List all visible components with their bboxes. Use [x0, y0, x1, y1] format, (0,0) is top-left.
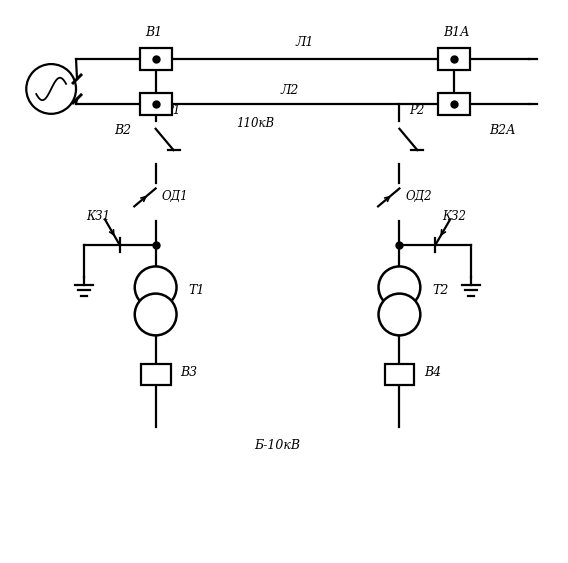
Text: ОД2: ОД2 [406, 190, 432, 203]
Text: В1А: В1А [443, 26, 470, 39]
Circle shape [378, 266, 420, 308]
Text: Т2: Т2 [432, 284, 449, 297]
Bar [385, 364, 414, 386]
Text: В2А: В2А [489, 124, 516, 137]
Bar [140, 48, 172, 70]
Circle shape [135, 293, 177, 336]
Bar [140, 93, 172, 115]
Text: КЗ2: КЗ2 [442, 211, 466, 224]
Circle shape [135, 266, 177, 308]
Text: Л2: Л2 [281, 84, 299, 97]
Bar [141, 364, 170, 386]
Bar [438, 48, 470, 70]
Text: 110кВ: 110кВ [236, 117, 274, 130]
Text: В4: В4 [424, 366, 441, 379]
Text: Р1: Р1 [166, 104, 181, 117]
Circle shape [378, 293, 420, 336]
Text: В2: В2 [114, 124, 131, 137]
Text: ОД1: ОД1 [162, 190, 188, 203]
Text: Б-10кВ: Б-10кВ [254, 439, 300, 452]
Bar [438, 93, 470, 115]
Text: Р2: Р2 [410, 104, 425, 117]
Circle shape [26, 64, 76, 114]
Text: Т1: Т1 [189, 284, 205, 297]
Text: В3: В3 [181, 366, 198, 379]
Text: КЗ1: КЗ1 [86, 211, 110, 224]
Text: В1: В1 [145, 26, 162, 39]
Text: Л1: Л1 [296, 36, 314, 49]
